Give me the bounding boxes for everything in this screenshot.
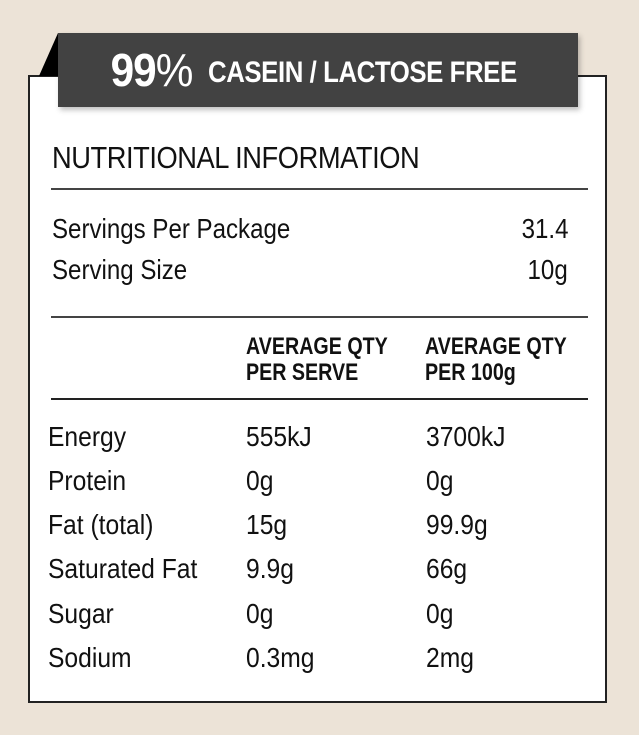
panel-title: NUTRITIONAL INFORMATION	[52, 140, 420, 175]
table-row-protein: Protein 0g 0g	[48, 465, 588, 509]
column-header-line: AVERAGE QTY	[425, 333, 567, 360]
divider	[51, 188, 588, 190]
divider	[51, 398, 588, 400]
column-header-line: PER 100g	[425, 359, 516, 386]
per-100g-value: 0g	[426, 465, 454, 496]
column-header-per-100g: AVERAGE QTY PER 100g	[425, 334, 567, 386]
per-serve-value: 0g	[246, 598, 274, 629]
nutrition-panel	[28, 75, 607, 703]
table-row-fat-total: Fat (total) 15g 99.9g	[48, 509, 588, 553]
nutrient-name: Protein	[48, 465, 127, 496]
divider	[51, 316, 588, 318]
casein-percentage: 99%	[110, 43, 194, 97]
serving-size-row: Serving Size 10g	[52, 254, 568, 286]
servings-label: Servings Per Package	[52, 213, 291, 244]
per-serve-value: 9.9g	[246, 553, 294, 584]
banner-fold	[39, 33, 58, 76]
table-row-energy: Energy 555kJ 3700kJ	[48, 421, 588, 465]
table-row-sugar: Sugar 0g 0g	[48, 598, 588, 642]
per-100g-value: 99.9g	[426, 509, 488, 540]
percent-sign: %	[155, 44, 194, 96]
per-100g-value: 66g	[426, 553, 468, 584]
column-header-line: PER SERVE	[246, 359, 359, 386]
per-100g-value: 0g	[426, 598, 454, 629]
column-header-per-serve: AVERAGE QTY PER SERVE	[246, 334, 388, 386]
per-100g-value: 3700kJ	[426, 421, 506, 452]
nutrient-name: Sodium	[48, 642, 132, 673]
servings-value: 31.4	[521, 213, 568, 244]
serving-size-value: 10g	[527, 254, 568, 285]
column-header-line: AVERAGE QTY	[246, 333, 388, 360]
product-banner: 99% CASEIN / LACTOSE FREE	[58, 33, 578, 107]
per-100g-value: 2mg	[426, 642, 474, 673]
percentage-number: 99	[110, 44, 157, 96]
per-serve-value: 555kJ	[246, 421, 312, 452]
servings-per-package-row: Servings Per Package 31.4	[52, 213, 568, 245]
per-serve-value: 0g	[246, 465, 274, 496]
nutrient-name: Sugar	[48, 598, 114, 629]
table-row-saturated-fat: Saturated Fat 9.9g 66g	[48, 553, 588, 597]
nutrient-name: Energy	[48, 421, 127, 452]
nutrient-name: Saturated Fat	[48, 553, 198, 584]
serving-size-label: Serving Size	[52, 254, 188, 285]
table-row-sodium: Sodium 0.3mg 2mg	[48, 642, 588, 686]
per-serve-value: 0.3mg	[246, 642, 315, 673]
per-serve-value: 15g	[246, 509, 288, 540]
nutrient-name: Fat (total)	[48, 509, 154, 540]
banner-text: CASEIN / LACTOSE FREE	[208, 56, 517, 89]
